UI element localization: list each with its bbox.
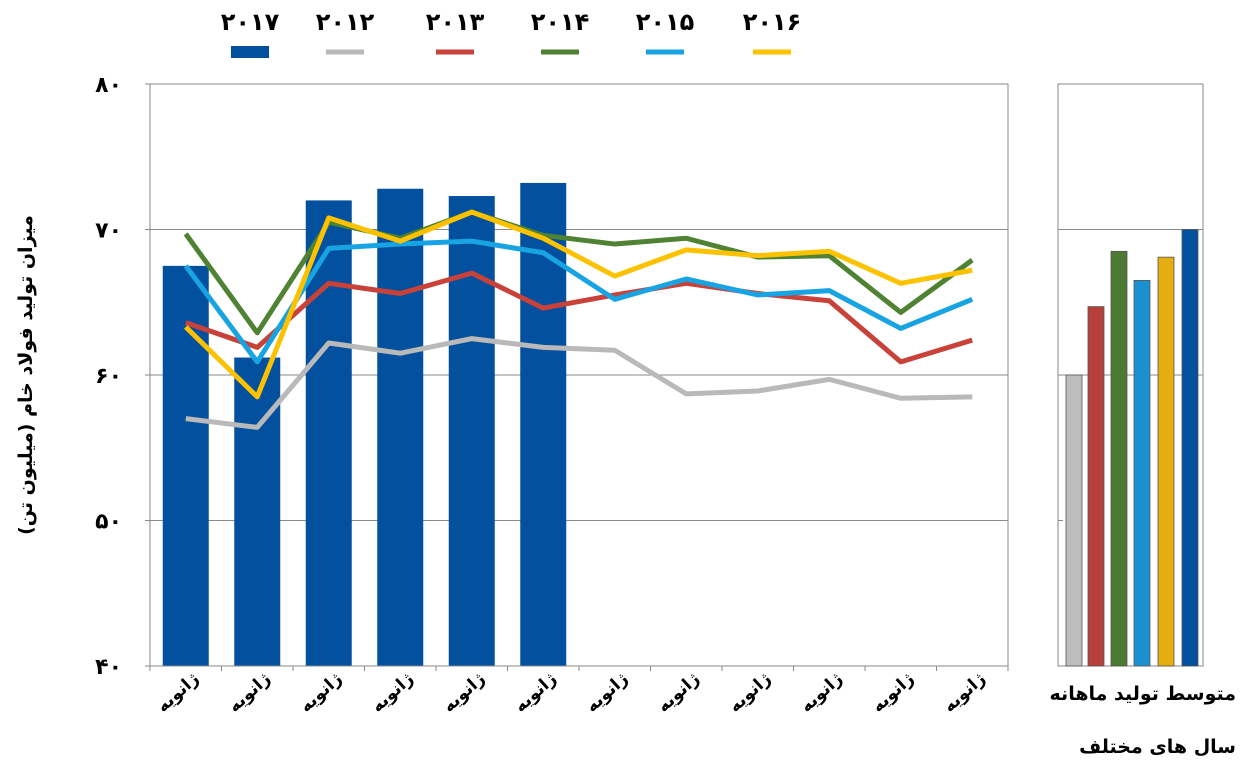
bars-2017: [162, 182, 567, 666]
average-panel-label-1: متوسط تولید ماهانه: [1050, 683, 1236, 705]
x-tick-label: ژانویه: [940, 669, 990, 717]
average-panel: [1057, 83, 1204, 667]
x-tick-label: ژانویه: [368, 669, 418, 717]
line-series: [183, 209, 974, 430]
avg-bar-۲۰۱۷: [1181, 229, 1199, 667]
y-tick-label: ۷۰: [95, 219, 122, 244]
legend: ۲۰۱۷ ۲۰۱۲ ۲۰۱۳ ۲۰۱۴ ۲۰۱۵ ۲۰۱۶: [221, 8, 802, 58]
y-tick-label: ۴۰: [95, 655, 122, 680]
bar-2017: [305, 200, 352, 666]
avg-frame: [1057, 83, 1204, 667]
line-۲۰۱۲: [185, 336, 973, 430]
x-tick-label: ژانویه: [439, 669, 489, 717]
x-tick-label: ژانویه: [868, 669, 918, 717]
legend-label: ۲۰۱۶: [743, 8, 802, 36]
x-tick-label: ژانویه: [511, 669, 561, 717]
x-tick-label: ژانویه: [725, 669, 775, 717]
x-tick-label: ژانویه: [225, 669, 275, 717]
y-tick-label: ۶۰: [95, 364, 122, 389]
avg-bar-۲۰۱۳: [1087, 306, 1105, 667]
legend-label: ۲۰۱۷: [221, 8, 280, 36]
y-tick-label: ۵۰: [95, 510, 122, 535]
x-tick-label: ژانویه: [582, 669, 632, 717]
legend-label: ۲۰۱۳: [426, 8, 485, 36]
average-panel-label-2: سال های مختلف: [1079, 736, 1236, 758]
legend-label: ۲۰۱۲: [316, 8, 375, 36]
avg-bar-۲۰۱۴: [1110, 250, 1128, 667]
bar-2017: [377, 188, 424, 666]
legend-swatch-bar: [231, 46, 269, 58]
x-tick-label: ژانویه: [654, 669, 704, 717]
gridlines: [150, 229, 1008, 521]
x-tick-label: ژانویه: [153, 669, 203, 717]
avg-bar-۲۰۱۲: [1065, 374, 1083, 667]
line-۲۰۱۶: [184, 209, 973, 400]
line-۲۰۱۳: [184, 270, 973, 365]
avg-bar-۲۰۱۵: [1133, 280, 1151, 667]
y-axis-label: میزان تولید فولاد خام (میلیون تن): [15, 215, 37, 535]
y-tick-label: ۸۰: [95, 73, 122, 98]
x-tick-label: ژانویه: [797, 669, 847, 717]
x-tick-label: ژانویه: [296, 669, 346, 717]
legend-label: ۲۰۱۵: [636, 8, 695, 36]
line-۲۰۱۵: [183, 238, 974, 365]
legend-label: ۲۰۱۴: [531, 8, 590, 36]
bar-2017: [234, 357, 281, 666]
bar-2017: [448, 196, 495, 666]
avg-bar-۲۰۱۶: [1157, 256, 1175, 667]
bar-2017: [162, 265, 209, 666]
line-۲۰۱۴: [183, 209, 974, 336]
